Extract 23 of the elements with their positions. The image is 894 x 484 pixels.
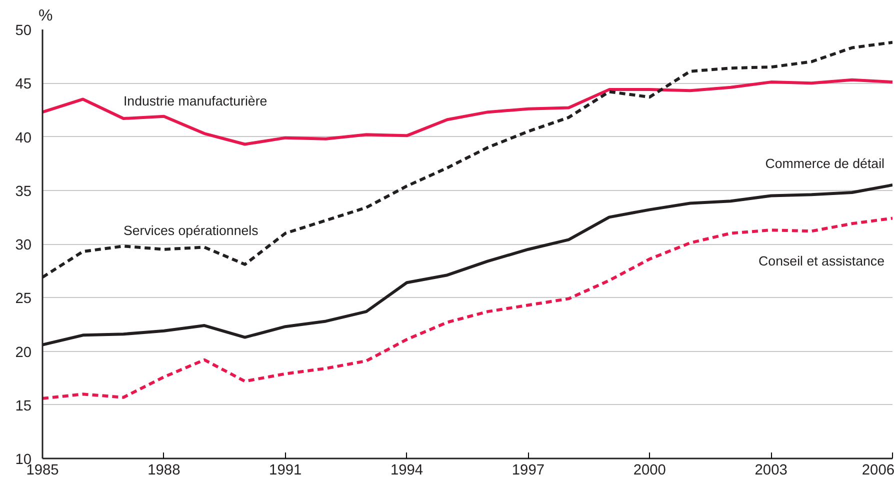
x-tick-label: 1988 [148, 462, 180, 478]
series-label: Commerce de détail [765, 156, 885, 172]
x-tick-label: 2000 [633, 462, 666, 478]
line-series [42, 216, 892, 400]
line-series [42, 78, 892, 146]
y-tick-label: 45 [15, 76, 32, 93]
y-tick-label: 20 [15, 344, 32, 361]
y-tick-label: 40 [15, 130, 32, 146]
x-tick-label: 1997 [512, 462, 545, 478]
x-tick-label: 2003 [754, 462, 788, 478]
y-tick-label: 30 [15, 238, 32, 254]
series-label: Industrie manufacturière [123, 94, 268, 109]
series-label: Services opérationnels [123, 223, 259, 238]
y-tick-label: 35 [15, 184, 32, 200]
x-tick-label: 1985 [26, 462, 59, 478]
x-tick-label: 2006 [862, 462, 894, 478]
y-tick-label: 25 [15, 291, 32, 308]
y-axis-title: % [38, 8, 53, 24]
x-tick-label: 1994 [390, 462, 424, 478]
y-tick-label: 15 [15, 398, 32, 414]
y-tick-label: 50 [15, 23, 32, 39]
series-label: Conseil et assistance [758, 253, 885, 268]
x-tick-label: 1991 [269, 462, 302, 478]
